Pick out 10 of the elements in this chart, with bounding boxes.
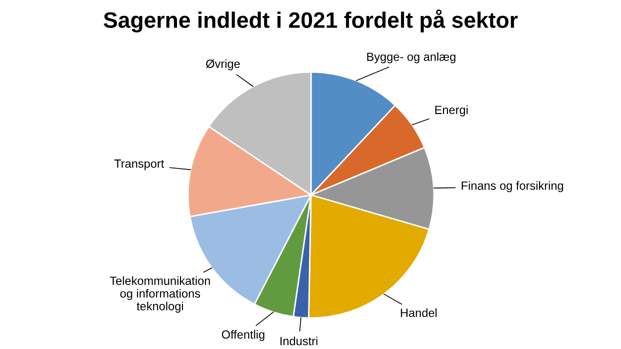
slice-label: Industri	[280, 336, 318, 346]
chart-title: Sagerne indledt i 2021 fordelt på sektor	[104, 9, 518, 32]
slice-label: Bygge- og anlæg	[367, 52, 456, 64]
slice-label: Handel	[400, 308, 437, 318]
slice-label: Offentlig	[222, 330, 264, 342]
slice-label: Finans og forsikring	[462, 181, 564, 192]
slice-label: Energi	[435, 105, 468, 116]
slice-label: Transport	[114, 160, 164, 170]
slice-label: Telekommunikation og informations teknologi	[110, 276, 210, 313]
slice-label: Øvrige	[206, 59, 240, 70]
